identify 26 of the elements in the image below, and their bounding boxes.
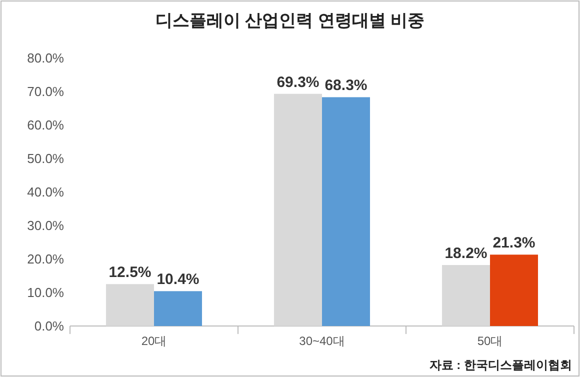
x-tick-label: 50대 — [477, 334, 503, 348]
data-label: 12.5% — [108, 264, 152, 282]
y-tick-label: 0.0% — [34, 318, 64, 334]
bar — [274, 94, 322, 326]
x-tick-label: 30~40대 — [299, 334, 345, 348]
y-tick-label: 30.0% — [27, 218, 64, 233]
y-tick-label: 80.0% — [27, 50, 64, 66]
y-tick-label: 60.0% — [27, 118, 64, 132]
data-label: 10.4% — [156, 271, 200, 288]
data-label: 69.3% — [276, 74, 320, 91]
y-tick-label: 70.0% — [27, 84, 64, 99]
bar — [322, 97, 370, 326]
bar — [442, 265, 490, 326]
y-tick-label: 50.0% — [27, 151, 64, 166]
data-label: 18.2% — [444, 245, 488, 262]
bar — [106, 284, 154, 326]
bar — [154, 291, 202, 326]
y-tick-label: 10.0% — [27, 285, 64, 300]
data-label: 68.3% — [324, 77, 368, 94]
data-label: 21.3% — [492, 234, 536, 252]
x-tick-label: 20대 — [141, 334, 167, 348]
y-tick-label: 40.0% — [27, 184, 64, 200]
y-tick-label: 20.0% — [27, 252, 64, 266]
bar — [490, 254, 538, 326]
chart-title: 디스플레이 산업인력 연령대별 비중 — [155, 11, 425, 30]
text: 자료 : 한국디스플레이협회 — [429, 358, 572, 372]
